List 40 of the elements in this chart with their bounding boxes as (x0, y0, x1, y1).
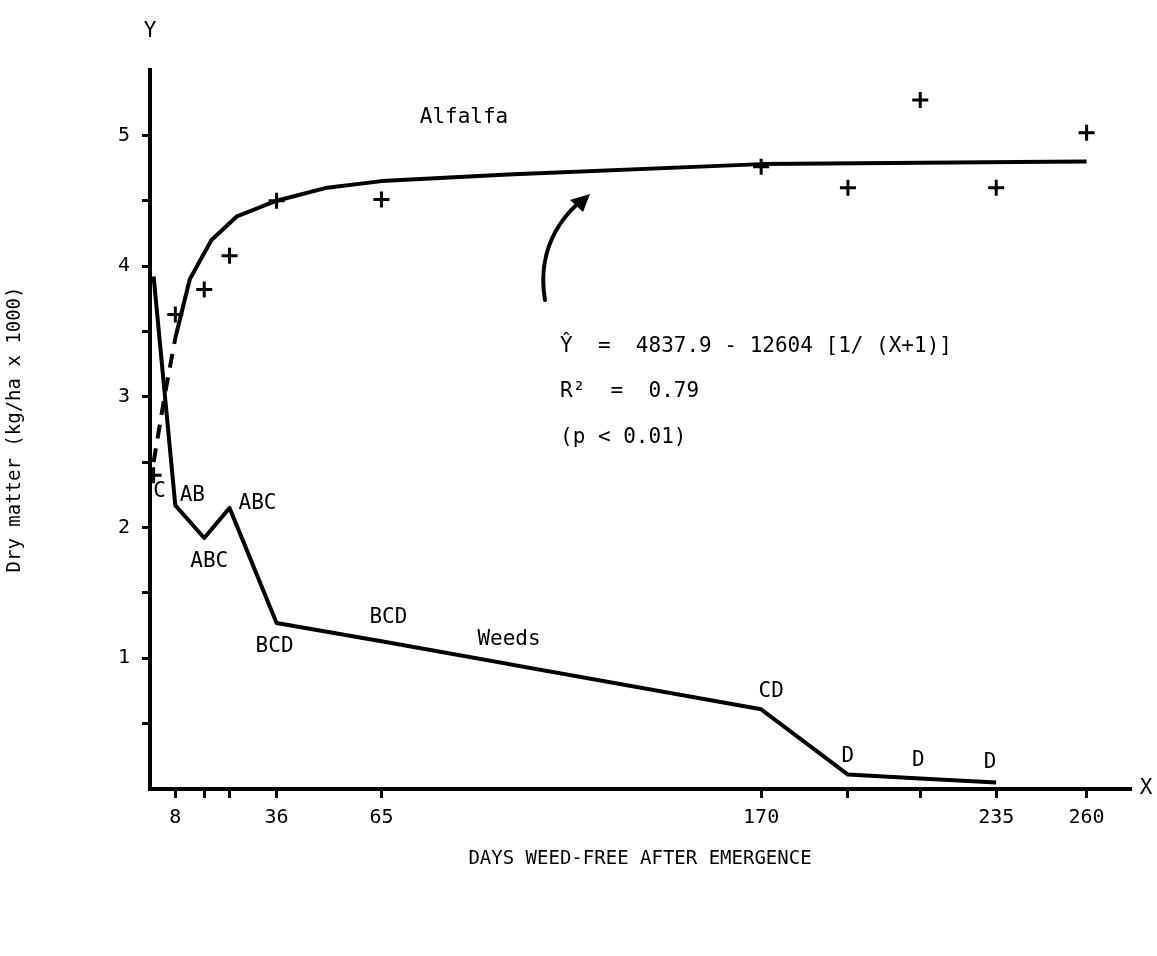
x-tick-label: 36 (264, 804, 289, 829)
y-tick-label: 4 (117, 252, 130, 277)
x-axis-title: DAYS WEED-FREE AFTER EMERGENCE (468, 845, 812, 868)
annotation: BCD (255, 633, 294, 658)
point (1077, 123, 1097, 143)
point (165, 304, 185, 324)
point (267, 191, 287, 211)
point (220, 246, 240, 266)
point (751, 157, 771, 177)
annotation: (p < 0.01) (560, 424, 687, 449)
annotation: Ŷ = 4837.9 - 12604 [1/ (X+1)] (560, 332, 952, 358)
annotation: BCD (369, 603, 408, 628)
x-tick-label: 235 (978, 804, 1015, 829)
annotation: ABC (190, 548, 229, 573)
x-tick-label: 65 (369, 804, 394, 829)
annotation: ABC (238, 490, 277, 515)
y-tick-label: 1 (117, 644, 130, 669)
x-tick-label: 260 (1068, 804, 1105, 829)
x-tick-label: 170 (743, 804, 780, 829)
annotation: AB (179, 481, 205, 506)
point (194, 280, 214, 300)
annotation: C (153, 477, 166, 502)
point (910, 90, 930, 110)
annotation: D (911, 746, 925, 771)
point (838, 178, 858, 198)
annotation: R² = 0.79 (560, 378, 700, 403)
point (371, 189, 391, 209)
y-tick-label: 5 (117, 121, 130, 146)
annotation: CD (758, 677, 784, 702)
point (986, 178, 1006, 198)
text: X (1139, 775, 1153, 800)
annotation: Alfalfa (419, 104, 509, 129)
annotation: D (841, 743, 855, 768)
x-tick-label: 8 (169, 804, 182, 829)
annotation: D (983, 748, 997, 773)
text: Y (143, 18, 157, 43)
y-tick-label: 3 (117, 383, 130, 408)
y-tick-label: 2 (117, 513, 130, 538)
y-axis-title: Dry matter (kg/ha x 1000) (2, 286, 25, 573)
annotation: Weeds (477, 626, 541, 651)
